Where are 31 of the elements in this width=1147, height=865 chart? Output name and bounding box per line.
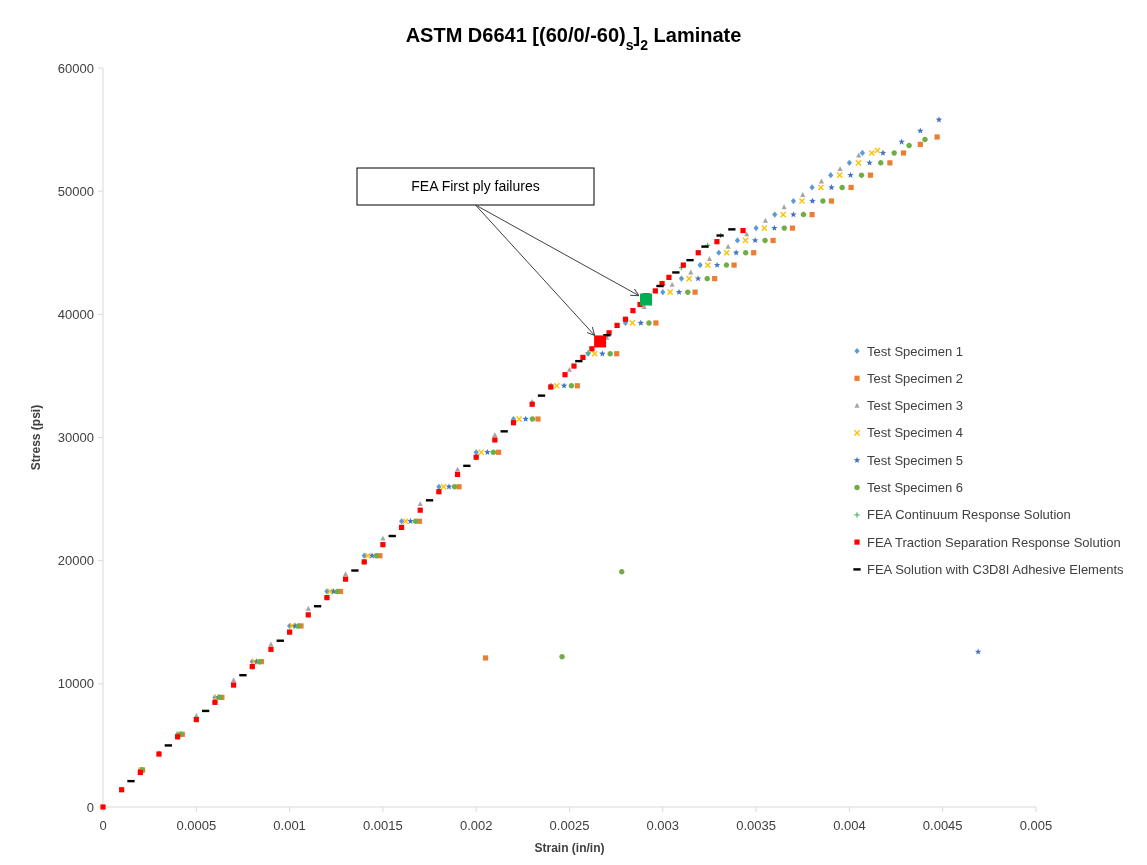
y-tick-label: 40000 bbox=[57, 306, 94, 322]
y-tick-label: 30000 bbox=[57, 430, 94, 446]
y-tick-label: 10000 bbox=[57, 676, 94, 692]
x-tick-label: 0.004 bbox=[833, 818, 866, 833]
x-tick-label: 0.005 bbox=[1019, 818, 1053, 833]
x-tick-label: 0.0005 bbox=[176, 818, 217, 833]
x-axis-title: Strain (in/in) bbox=[534, 841, 605, 855]
y-tick-label: 0 bbox=[86, 799, 94, 815]
x-tick-label: 0.0015 bbox=[363, 818, 403, 833]
chart-title: ASTM D6641 [(60/0/-60)$_{s}$]$_{2}$ Laminate bbox=[405, 24, 742, 53]
legend-label: FEA Continuum Response Solution bbox=[867, 507, 1071, 523]
x-tick-label: 0 bbox=[99, 818, 107, 833]
y-axis-title: Stress (psi) bbox=[29, 404, 43, 471]
y-tick-label: 20000 bbox=[57, 553, 94, 569]
x-tick-label: 0.002 bbox=[459, 818, 493, 833]
x-tick-label: 0.001 bbox=[273, 818, 306, 833]
legend-label: FEA Traction Separation Response Solution bbox=[867, 534, 1121, 550]
annotation: FEA First ply failures bbox=[411, 178, 540, 195]
x-tick-label: 0.0025 bbox=[549, 818, 590, 833]
legend-label: Test Specimen 2 bbox=[867, 370, 964, 386]
legend-label: Test Specimen 5 bbox=[867, 452, 964, 468]
y-tick-label: 50000 bbox=[57, 183, 94, 199]
x-tick-label: 0.0035 bbox=[736, 818, 776, 833]
legend-label: Test Specimen 6 bbox=[867, 480, 964, 496]
legend-label: Test Specimen 1 bbox=[867, 343, 964, 359]
legend-label: Test Specimen 4 bbox=[867, 425, 964, 441]
x-tick-label: 0.003 bbox=[646, 818, 680, 833]
legend-label: FEA Solution with C3D8I Adhesive Elements bbox=[867, 561, 1125, 577]
legend-label: Test Specimen 3 bbox=[867, 398, 964, 414]
x-tick-label: 0.0045 bbox=[922, 818, 963, 833]
y-tick-label: 60000 bbox=[57, 60, 94, 76]
